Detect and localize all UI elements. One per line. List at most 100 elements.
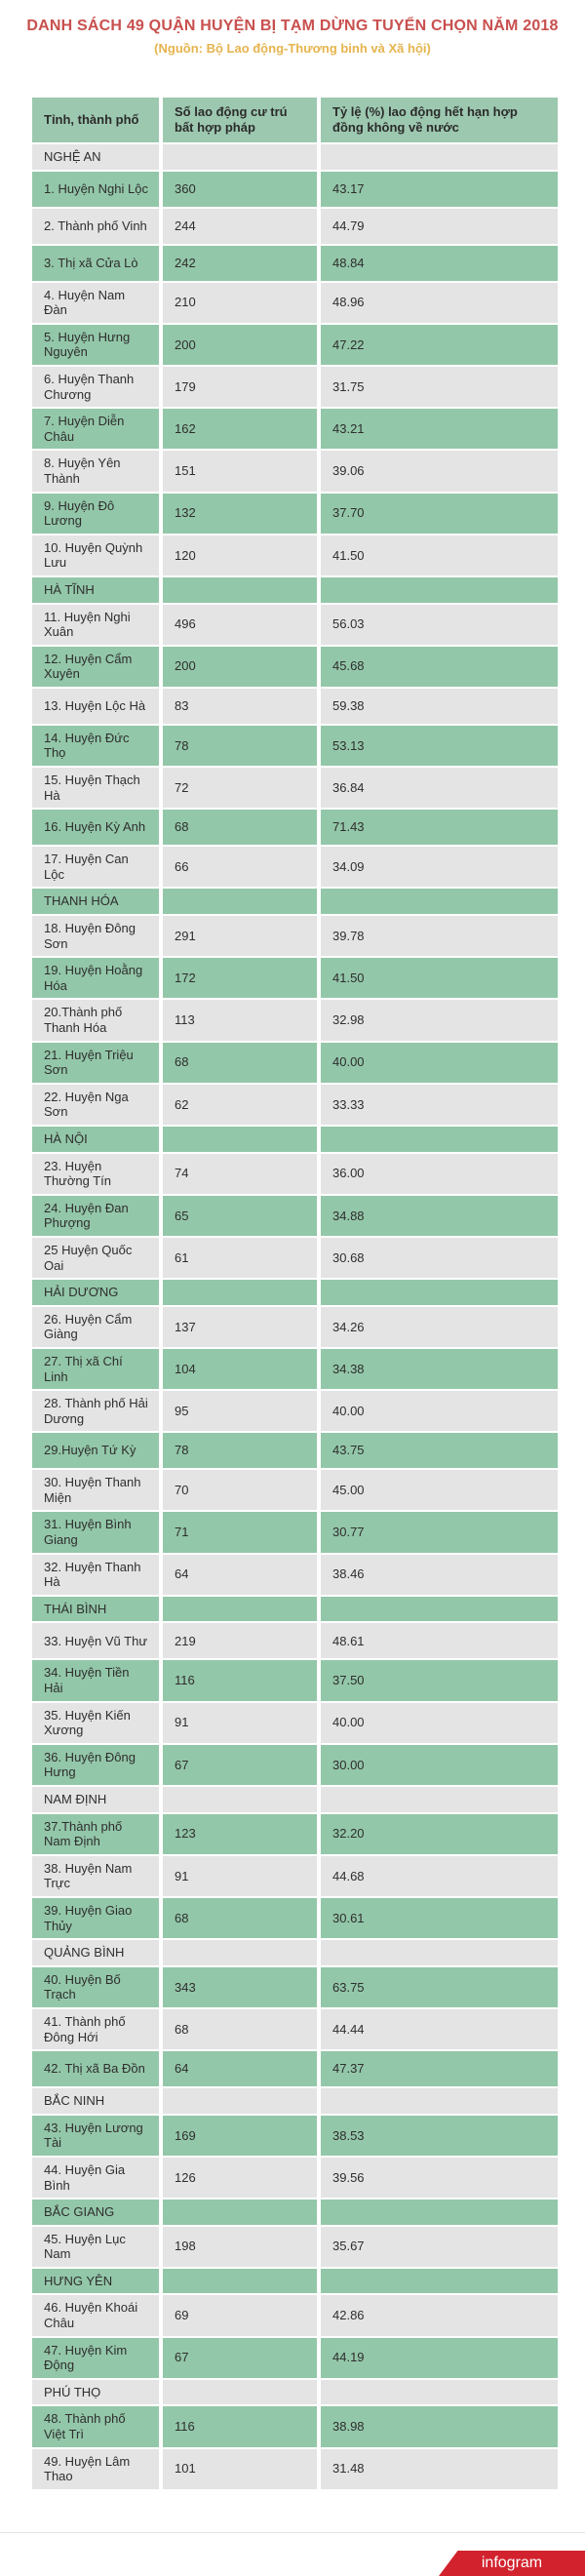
district-name-cell: 22. Huyện Nga Sơn (32, 1084, 159, 1125)
workers-count-cell: 83 (163, 688, 317, 724)
workers-count-cell (163, 889, 317, 915)
overstay-rate-cell: 31.75 (321, 366, 558, 408)
district-name-cell: 9. Huyện Đô Lương (32, 493, 159, 534)
district-row: 38. Huyện Nam Trực 91 44.68 (32, 1855, 558, 1896)
workers-count-cell: 360 (163, 171, 317, 207)
workers-count-cell: 61 (163, 1237, 317, 1279)
district-row: 43. Huyện Lương Tài 169 38.53 (32, 2115, 558, 2156)
infogram-logo-label: infogram (481, 2555, 543, 2571)
overstay-rate-cell: 30.77 (321, 1512, 558, 1553)
page-title: DANH SÁCH 49 QUẬN HUYỆN BỊ TẠM DỪNG TUYỂ… (26, 18, 559, 34)
district-row: 32. Huyện Thanh Hà 64 38.46 (32, 1554, 558, 1595)
workers-count-cell: 200 (163, 324, 317, 365)
overstay-rate-cell: 44.44 (321, 2008, 558, 2050)
overstay-rate-cell: 40.00 (321, 1702, 558, 1743)
workers-count-cell: 244 (163, 208, 317, 244)
workers-count-cell (163, 1787, 317, 1812)
overstay-rate-cell: 41.50 (321, 958, 558, 999)
overstay-rate-cell (321, 1596, 558, 1622)
district-row: 3. Thị xã Cửa Lò 242 48.84 (32, 245, 558, 281)
district-row: 37.Thành phố Nam Định 123 32.20 (32, 1813, 558, 1854)
district-row: 19. Huyện Hoằng Hóa 172 41.50 (32, 958, 558, 999)
district-name-cell: 8. Huyện Yên Thành (32, 451, 159, 492)
overstay-rate-cell: 30.68 (321, 1237, 558, 1279)
workers-count-cell: 116 (163, 1660, 317, 1701)
overstay-rate-cell: 33.33 (321, 1084, 558, 1125)
workers-count-cell: 137 (163, 1306, 317, 1347)
workers-count-cell: 151 (163, 451, 317, 492)
workers-count-cell: 71 (163, 1512, 317, 1553)
district-name-cell: 2. Thành phố Vinh (32, 208, 159, 244)
overstay-rate-cell: 43.75 (321, 1433, 558, 1469)
district-row: 44. Huyện Gia Bình 126 39.56 (32, 2157, 558, 2199)
overstay-rate-cell: 32.98 (321, 1000, 558, 1041)
page-subtitle: (Nguồn: Bộ Lao động-Thương binh và Xã hộ… (154, 41, 431, 56)
district-row: 4. Huyện Nam Đàn 210 48.96 (32, 282, 558, 323)
district-row: 10. Huyện Quỳnh Lưu 120 41.50 (32, 535, 558, 575)
overstay-rate-cell: 40.00 (321, 1042, 558, 1083)
district-name-cell: 20.Thành phố Thanh Hóa (32, 1000, 159, 1041)
overstay-rate-cell: 71.43 (321, 810, 558, 846)
overstay-rate-cell: 37.50 (321, 1660, 558, 1701)
district-row: 7. Huyện Diễn Châu 162 43.21 (32, 409, 558, 450)
workers-count-cell: 169 (163, 2115, 317, 2156)
overstay-rate-cell (321, 2379, 558, 2405)
workers-count-cell: 74 (163, 1153, 317, 1194)
district-row: 25 Huyện Quốc Oai 61 30.68 (32, 1237, 558, 1279)
workers-count-cell: 65 (163, 1195, 317, 1236)
workers-count-cell (163, 2088, 317, 2114)
district-name-cell: 34. Huyện Tiền Hải (32, 1660, 159, 1701)
workers-count-cell: 64 (163, 1554, 317, 1595)
district-row: 15. Huyện Thạch Hà 72 36.84 (32, 768, 558, 809)
district-name-cell: 38. Huyện Nam Trực (32, 1855, 159, 1896)
workers-count-cell: 291 (163, 916, 317, 957)
district-name-cell: 4. Huyện Nam Đàn (32, 282, 159, 323)
district-name-cell: 40. Huyện Bố Trạch (32, 1966, 159, 2007)
infogram-logo[interactable]: infogram (439, 2551, 585, 2576)
overstay-rate-cell: 36.84 (321, 768, 558, 809)
district-name-cell: 13. Huyện Lộc Hà (32, 688, 159, 724)
workers-count-cell (163, 1280, 317, 1305)
workers-count-cell: 68 (163, 2008, 317, 2050)
district-row: 22. Huyện Nga Sơn 62 33.33 (32, 1084, 558, 1125)
workers-count-cell: 95 (163, 1391, 317, 1432)
district-name-cell: 42. Thị xã Ba Đồn (32, 2051, 159, 2087)
district-name-cell: 10. Huyện Quỳnh Lưu (32, 535, 159, 575)
district-row: 45. Huyện Lục Nam 198 35.67 (32, 2226, 558, 2267)
overstay-rate-cell (321, 1940, 558, 1965)
overstay-rate-cell (321, 1280, 558, 1305)
district-row: 27. Thị xã Chí Linh 104 34.38 (32, 1348, 558, 1390)
district-name-cell: BẮC GIANG (32, 2200, 159, 2225)
overstay-rate-cell: 45.00 (321, 1470, 558, 1511)
district-name-cell: 12. Huyện Cẩm Xuyên (32, 646, 159, 687)
workers-count-cell: 120 (163, 535, 317, 575)
overstay-rate-cell: 34.26 (321, 1306, 558, 1347)
workers-count-cell: 64 (163, 2051, 317, 2087)
workers-count-cell: 70 (163, 1470, 317, 1511)
overstay-rate-cell: 48.61 (321, 1623, 558, 1659)
column-header-province: Tỉnh, thành phố (32, 98, 159, 142)
overstay-rate-cell: 34.88 (321, 1195, 558, 1236)
overstay-rate-cell: 43.21 (321, 409, 558, 450)
district-name-cell: 48. Thành phố Việt Trì (32, 2406, 159, 2447)
workers-count-cell: 116 (163, 2406, 317, 2447)
district-row: 42. Thị xã Ba Đồn 64 47.37 (32, 2051, 558, 2087)
district-row: 16. Huyện Kỳ Anh 68 71.43 (32, 810, 558, 846)
district-name-cell: NAM ĐỊNH (32, 1787, 159, 1812)
workers-count-cell (163, 1940, 317, 1965)
district-row: 13. Huyện Lộc Hà 83 59.38 (32, 688, 558, 724)
district-row: 21. Huyện Triệu Sơn 68 40.00 (32, 1042, 558, 1083)
table-body: NGHỆ AN 1. Huyện Nghi Lộc 360 43.17 2. Thành… (32, 144, 558, 2489)
workers-count-cell: 69 (163, 2295, 317, 2336)
district-name-cell: HẢI DƯƠNG (32, 1280, 159, 1305)
district-row: 17. Huyện Can Lộc 66 34.09 (32, 847, 558, 888)
district-name-cell: 14. Huyện Đức Thọ (32, 725, 159, 767)
district-row: 8. Huyện Yên Thành 151 39.06 (32, 451, 558, 492)
district-row: 20.Thành phố Thanh Hóa 113 32.98 (32, 1000, 558, 1041)
district-row: 47. Huyện Kim Động 67 44.19 (32, 2337, 558, 2378)
overstay-rate-cell: 38.98 (321, 2406, 558, 2447)
district-row: 48. Thành phố Việt Trì 116 38.98 (32, 2406, 558, 2447)
district-row: 29.Huyện Tứ Kỳ 78 43.75 (32, 1433, 558, 1469)
district-name-cell: 3. Thị xã Cửa Lò (32, 245, 159, 281)
overstay-rate-cell: 48.84 (321, 245, 558, 281)
